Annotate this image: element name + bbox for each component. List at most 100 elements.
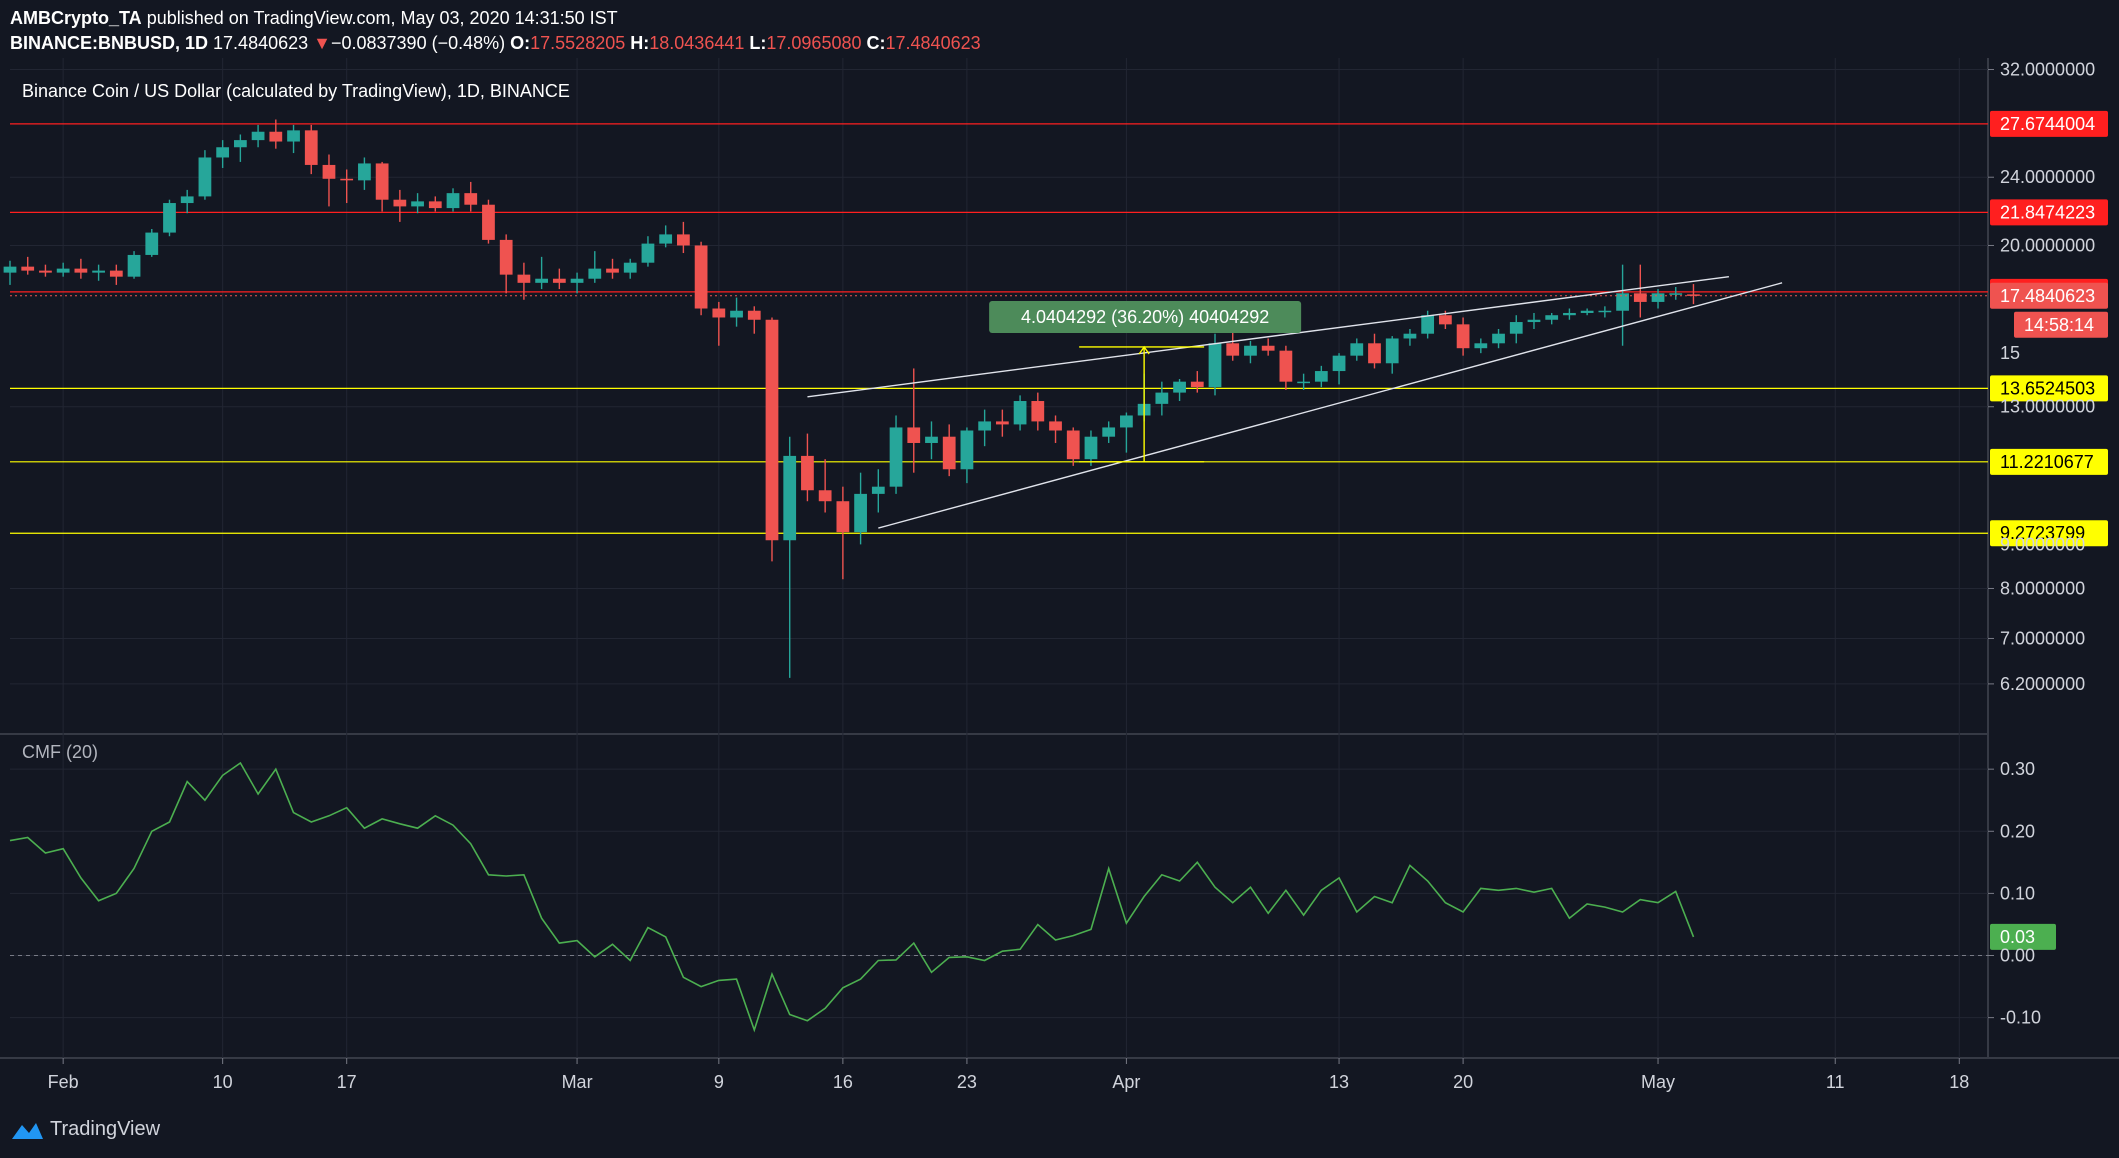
candle-body <box>1633 293 1647 302</box>
open-value: 17.5528205 <box>530 33 626 53</box>
candle-body <box>375 163 389 200</box>
candle-body <box>907 427 921 443</box>
candle-body <box>482 204 495 240</box>
candle-body <box>1244 345 1257 356</box>
candle-body <box>251 131 265 141</box>
candle-body <box>588 268 602 279</box>
publish-info: AMBCrypto_TA published on TradingView.co… <box>10 8 618 29</box>
cmf-tick-label: 0.30 <box>2000 759 2035 779</box>
candle-body <box>1598 310 1612 313</box>
candle-body <box>535 278 549 283</box>
level-label-bg <box>1990 448 2108 475</box>
candle-body <box>1049 421 1062 431</box>
candle-body <box>1438 315 1452 325</box>
candle-body <box>801 455 814 491</box>
y-tick-label: 7.0000000 <box>2000 628 2085 648</box>
tradingview-logo[interactable]: TradingView <box>10 1118 160 1141</box>
x-tick-label: May <box>1641 1072 1675 1092</box>
candle-body <box>163 203 176 233</box>
candle-body <box>1261 345 1275 351</box>
candle-body <box>3 266 17 273</box>
measure-label: 4.0404292 (36.20%) 40404292 <box>1021 307 1269 327</box>
candle-body <box>127 254 141 277</box>
candle-body <box>1031 401 1045 422</box>
candle-body <box>552 278 566 283</box>
candle-body <box>1297 381 1310 384</box>
candle-body <box>960 430 974 470</box>
cmf-indicator: 0.03 <box>9 761 2056 1033</box>
high-label: H: <box>630 33 650 53</box>
candle-body <box>942 436 956 470</box>
cmf-tick-label: 0.20 <box>2000 821 2035 841</box>
candle-body <box>1155 392 1169 404</box>
cmf-tick-label: 0.00 <box>2000 946 2035 966</box>
candle-body <box>747 310 761 320</box>
low-value: 17.0965080 <box>766 33 862 53</box>
price-pane-title: Binance Coin / US Dollar (calculated by … <box>22 81 570 101</box>
change-down-icon: ▼ <box>313 33 331 53</box>
candles <box>3 119 1700 678</box>
open-label: O: <box>510 33 531 53</box>
ohlc-legend: BINANCE:BNBUSD, 1D 17.4840623 ▼−0.083739… <box>10 33 981 54</box>
candle-body <box>1527 319 1541 323</box>
candle-body <box>623 262 637 273</box>
candle-body <box>499 239 513 275</box>
candle-body <box>145 232 159 255</box>
candle-body <box>1545 315 1559 320</box>
candle-body <box>287 130 300 142</box>
candle-body <box>411 201 424 207</box>
candle-body <box>39 270 52 273</box>
level-label-bg <box>1990 375 2108 402</box>
x-tick-label: 11 <box>1826 1072 1845 1092</box>
candle-body <box>854 493 867 533</box>
axes: Feb 10 17 Mar 9 16 23 Apr 13 20 May 11 18 32.0000000 2… <box>48 60 2095 1092</box>
candle-body <box>428 201 442 209</box>
measure-label-bg <box>989 300 1302 333</box>
candle-body <box>1456 324 1470 349</box>
measure-arrow-icon <box>1138 345 1150 355</box>
candle-body <box>1403 333 1417 339</box>
y-tick-label: 15 <box>2000 343 2020 363</box>
candle-body <box>1013 401 1027 425</box>
candle-body <box>1687 294 1700 296</box>
publisher-name[interactable]: AMBCrypto_TA <box>10 8 142 28</box>
candle-body <box>1190 381 1204 388</box>
grid <box>0 58 2119 1059</box>
candle-body <box>694 245 708 309</box>
y-tick-label: 24.0000000 <box>2000 167 2095 187</box>
candle-body <box>765 319 779 541</box>
level-label-bg <box>1990 199 2108 226</box>
level-label-bg <box>1990 110 2108 137</box>
candle-body <box>1474 343 1488 349</box>
candle-body <box>304 130 318 165</box>
candle-body <box>818 490 832 502</box>
candle-body <box>1669 293 1683 295</box>
candle-body <box>1368 343 1381 364</box>
candle-body <box>1226 343 1240 356</box>
candle-body <box>1509 322 1523 334</box>
candle-body <box>1651 293 1665 302</box>
candle-body <box>393 199 407 207</box>
candle-body <box>871 486 885 494</box>
published-text: published on TradingView.com, May 03, 20… <box>146 8 618 28</box>
tradingview-brand-text: TradingView <box>50 1118 161 1140</box>
candle-body <box>233 140 247 148</box>
candle-body <box>1332 355 1346 372</box>
y-tick-label: 6.2000000 <box>2000 674 2085 694</box>
tradingview-logo-icon <box>12 1122 43 1139</box>
wedge-trendline <box>807 275 1730 398</box>
candle-body <box>198 157 212 197</box>
candle-body <box>1279 350 1293 382</box>
drawings[interactable]: 17.4840623 14:58:14 4.0404292 (36.20%) 404… <box>10 275 2108 529</box>
level-label: 27.6744004 <box>2000 114 2095 134</box>
x-tick-label: 13 <box>1329 1072 1349 1092</box>
candle-body <box>180 196 194 204</box>
y-tick-label: 32.0000000 <box>2000 60 2095 80</box>
cmf-value-bg <box>1990 923 2056 950</box>
y-tick-label: 9.0000000 <box>2000 534 2085 554</box>
countdown-label: 14:58:14 <box>2024 315 2094 335</box>
candle-body <box>1120 415 1133 428</box>
candle-body <box>216 147 230 158</box>
y-tick-label: 13.0000000 <box>2000 397 2095 417</box>
